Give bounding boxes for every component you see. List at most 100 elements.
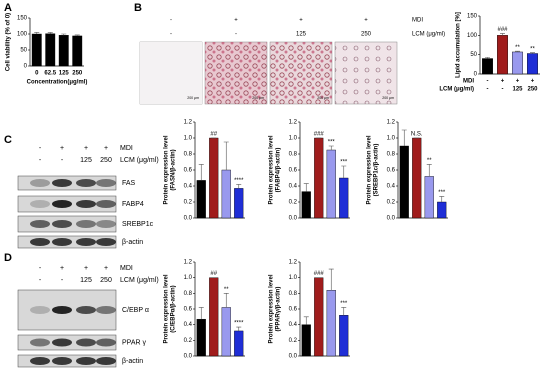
y-tick-label: 0.0 (289, 354, 298, 360)
condition-value: + (104, 265, 108, 272)
error-bar (303, 183, 309, 192)
significance-label: ** (530, 46, 535, 52)
y-tick-label: 0.6 (387, 168, 396, 174)
error-bar (303, 316, 309, 325)
blot-band (76, 306, 96, 314)
condition-value: - (39, 277, 42, 284)
y-axis-label: Protein expression level (367, 135, 373, 204)
scale-bar-label: 200 μm (382, 96, 394, 100)
error-bar (515, 50, 520, 52)
condition-value: + (60, 265, 64, 272)
y-tick-label: 0.8 (289, 291, 298, 297)
band-label: PPAR γ (122, 339, 146, 346)
panel-label: A (4, 2, 12, 14)
blot-band (96, 306, 116, 314)
condition-label: LCM (μg/ml) (120, 157, 159, 164)
bar (209, 277, 219, 357)
y-tick-label: 0.4 (184, 322, 193, 328)
band-label: FAS (122, 180, 136, 187)
bar (326, 290, 336, 357)
band-label: β-actin (122, 358, 143, 365)
y-tick-label: 1.0 (184, 136, 193, 142)
blot-band (52, 238, 72, 246)
error-bar (198, 164, 204, 181)
significance-label: ### (314, 271, 325, 277)
y-tick-label: 0.4 (289, 322, 298, 328)
condition-label: MDI (120, 265, 133, 272)
significance-label: *** (340, 301, 348, 307)
error-bar (236, 184, 242, 189)
significance-label: **** (234, 178, 244, 184)
blot-band (52, 179, 72, 187)
error-bar (34, 32, 40, 34)
significance-label: ## (210, 271, 217, 277)
significance-label: **** (234, 321, 244, 327)
y-tick-label: 0.0 (184, 216, 193, 222)
significance-label: *** (340, 160, 348, 166)
blot-band (30, 179, 50, 187)
y-tick-label: 1.0 (184, 275, 193, 281)
error-bar (223, 141, 229, 170)
bar (196, 318, 206, 357)
x-row-value: - (487, 79, 489, 85)
y-tick-label: 0.0 (289, 216, 298, 222)
condition-value: - (170, 32, 172, 38)
y-axis-label: (FASN/β-actin) (171, 149, 177, 190)
y-tick-label: 0.2 (184, 200, 193, 206)
panel-label: B (134, 2, 142, 14)
bar (221, 307, 231, 357)
error-bar (439, 196, 445, 202)
y-tick-label: 100 (467, 33, 478, 39)
blot-band (76, 238, 96, 246)
error-bar (47, 32, 53, 34)
condition-label: LCM (μg/ml) (412, 32, 445, 38)
error-bar (61, 33, 67, 36)
condition-value: - (39, 157, 42, 164)
x-row-label: MDI (463, 79, 474, 85)
bar (339, 177, 349, 219)
scale-bar-label: 200 μm (187, 96, 199, 100)
condition-value: - (235, 32, 237, 38)
bar (512, 51, 523, 75)
x-tick-label: 62.5 (44, 71, 56, 77)
blot-band (96, 220, 116, 228)
micrograph-texture (270, 42, 332, 104)
significance-label: ** (427, 158, 432, 164)
condition-value: + (104, 145, 108, 152)
error-bar (341, 307, 347, 316)
bar (234, 188, 244, 219)
y-tick-label: 0.6 (289, 168, 298, 174)
condition-label: MDI (412, 18, 423, 24)
x-row-value: + (531, 79, 535, 85)
x-row-value: + (516, 79, 520, 85)
y-tick-label: 0 (474, 72, 478, 78)
blot-band (96, 200, 116, 208)
condition-value: - (61, 277, 64, 284)
y-tick-label: 0.4 (289, 184, 298, 190)
error-bar (236, 326, 242, 331)
y-tick-label: 0.2 (387, 200, 396, 206)
y-axis-label: Protein expression level (269, 274, 275, 343)
y-axis-label: Cell viability (% of 0) (6, 13, 12, 71)
y-tick-label: 0.8 (289, 152, 298, 158)
condition-value: + (84, 145, 88, 152)
blot-band (30, 338, 50, 347)
bar (196, 180, 206, 219)
blot-band (76, 357, 96, 365)
blot-band (30, 220, 50, 228)
error-bar (485, 57, 490, 59)
blot-band (30, 357, 50, 365)
condition-value: - (39, 265, 42, 272)
blot-band (76, 338, 96, 347)
bar (412, 137, 422, 219)
bar (497, 35, 508, 75)
micrograph-texture (205, 42, 267, 104)
x-row-value: 125 (512, 87, 523, 93)
y-tick-label: 0.6 (289, 307, 298, 313)
bar (527, 53, 538, 75)
condition-value: 250 (361, 32, 372, 38)
panel-label: D (4, 252, 12, 264)
panel-label: C (4, 134, 12, 146)
significance-label: N.S. (411, 132, 423, 138)
significance-label: ### (497, 27, 508, 33)
